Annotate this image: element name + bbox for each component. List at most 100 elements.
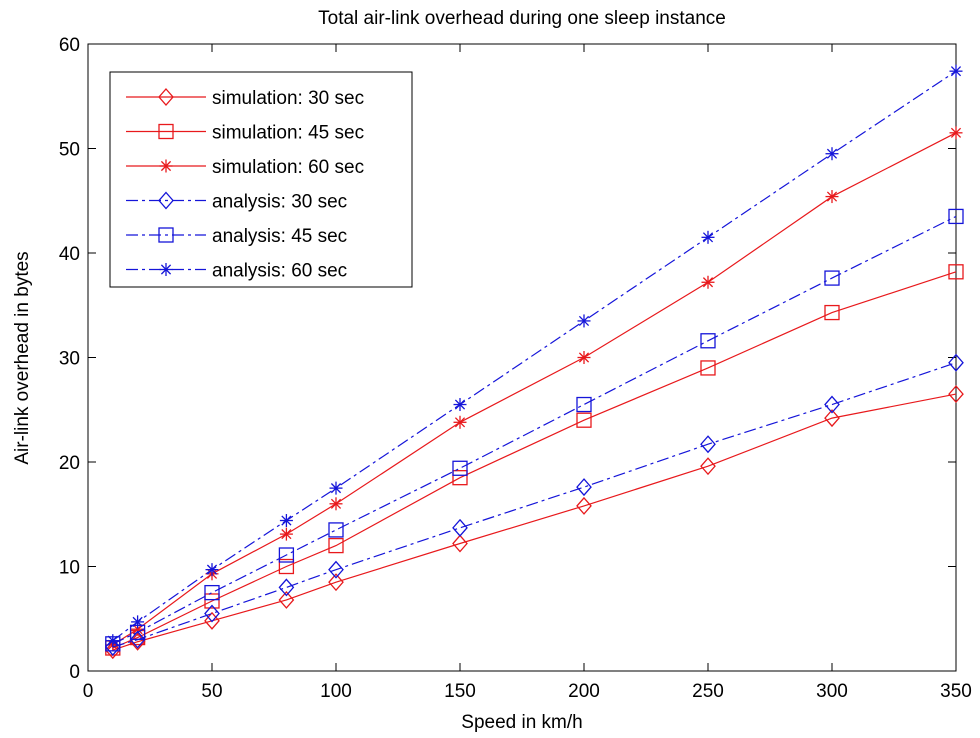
- y-tick-label: 60: [59, 35, 80, 56]
- series-line-analysis-30-sec: [112, 362, 957, 648]
- series-layer: [104, 64, 964, 660]
- data-point-analysis-45-sec: [576, 396, 592, 413]
- data-point-simulation-60-sec: [453, 415, 467, 429]
- data-point-analysis-30-sec: [204, 604, 220, 623]
- data-point-analysis-30-sec: [700, 435, 716, 454]
- data-point-simulation-45-sec: [824, 304, 840, 321]
- data-point-simulation-30-sec: [452, 534, 468, 553]
- chart-title: Total air-link overhead during one sleep…: [318, 8, 726, 29]
- legend-marker: [158, 88, 174, 106]
- legend-item-simulation-60-sec: simulation: 60 sec: [126, 157, 364, 178]
- legend-label: analysis: 45 sec: [212, 226, 347, 247]
- data-point-analysis-60-sec: [453, 398, 467, 412]
- data-point-simulation-60-sec: [577, 351, 591, 364]
- data-point-simulation-45-sec: [948, 264, 964, 280]
- legend-marker: [158, 191, 174, 210]
- data-point-analysis-60-sec: [577, 314, 591, 328]
- data-point-analysis-30-sec: [129, 630, 146, 649]
- data-point-simulation-30-sec: [948, 385, 964, 404]
- data-point-simulation-30-sec: [104, 641, 121, 660]
- legend-label: simulation: 45 sec: [212, 123, 364, 144]
- data-point-analysis-60-sec: [949, 64, 963, 78]
- y-axis-label: Air-link overhead in bytes: [12, 251, 33, 464]
- data-point-simulation-45-sec: [204, 593, 220, 609]
- y-tick-label: 50: [59, 140, 80, 161]
- data-point-analysis-60-sec: [279, 514, 293, 528]
- data-point-analysis-30-sec: [278, 578, 295, 597]
- data-point-analysis-45-sec: [452, 460, 468, 476]
- y-tick-label: 40: [59, 244, 80, 265]
- legend-item-analysis-60-sec: analysis: 60 sec: [126, 261, 347, 282]
- data-point-analysis-60-sec: [825, 147, 839, 161]
- legend-marker: [159, 263, 173, 276]
- data-point-simulation-30-sec: [278, 590, 295, 609]
- data-point-analysis-60-sec: [701, 230, 715, 244]
- data-point-simulation-30-sec: [576, 496, 592, 515]
- series-analysis-45-sec: [105, 208, 964, 652]
- x-axis-label: Speed in km/h: [461, 712, 582, 733]
- data-point-analysis-60-sec: [106, 634, 120, 648]
- data-point-simulation-60-sec: [949, 126, 963, 140]
- data-point-analysis-30-sec: [328, 560, 344, 579]
- legend-box: [109, 71, 413, 288]
- legend-marker: [158, 227, 174, 243]
- series-simulation-30-sec: [104, 385, 964, 660]
- data-point-analysis-30-sec: [452, 518, 468, 537]
- x-tick-label: 50: [201, 681, 222, 702]
- data-point-analysis-45-sec: [824, 270, 840, 286]
- data-point-analysis-30-sec: [104, 637, 121, 656]
- x-tick-label: 350: [940, 681, 972, 702]
- data-point-analysis-30-sec: [824, 395, 840, 414]
- y-tick-label: 20: [59, 453, 80, 474]
- data-point-simulation-60-sec: [825, 190, 839, 204]
- legend-item-analysis-30-sec: analysis: 30 sec: [126, 192, 347, 213]
- data-point-analysis-60-sec: [329, 481, 343, 495]
- legend-marker: [158, 123, 174, 140]
- y-tick-label: 10: [59, 558, 80, 579]
- legend-marker: [159, 159, 173, 173]
- data-point-analysis-45-sec: [700, 333, 716, 349]
- x-tick-label: 100: [320, 681, 352, 702]
- series-line-simulation-45-sec: [112, 271, 957, 649]
- data-point-analysis-45-sec: [204, 584, 220, 601]
- x-tick-label: 150: [444, 681, 476, 702]
- data-point-simulation-60-sec: [329, 497, 343, 511]
- x-tick-label: 0: [83, 681, 94, 702]
- series-line-simulation-60-sec: [112, 132, 957, 646]
- data-point-simulation-30-sec: [824, 409, 840, 428]
- series-simulation-60-sec: [106, 126, 963, 652]
- data-point-analysis-60-sec: [131, 615, 145, 629]
- y-tick-label: 0: [69, 662, 80, 683]
- data-point-analysis-45-sec: [948, 208, 964, 225]
- legend-item-simulation-30-sec: simulation: 30 sec: [126, 88, 364, 109]
- y-tick-label: 30: [59, 349, 80, 370]
- x-tick-label: 200: [568, 681, 600, 702]
- x-tick-label: 250: [692, 681, 724, 702]
- series-line-analysis-45-sec: [112, 215, 957, 645]
- data-point-simulation-60-sec: [701, 275, 715, 289]
- data-point-simulation-30-sec: [328, 573, 344, 592]
- y-axis: 0 10 20 30 40 50 60: [59, 35, 956, 683]
- series-analysis-60-sec: [106, 64, 963, 648]
- series-analysis-30-sec: [104, 353, 964, 656]
- data-point-simulation-30-sec: [700, 457, 716, 476]
- x-axis: 0 50 100 150 200 250 300 350: [83, 44, 972, 702]
- legend-label: analysis: 30 sec: [212, 192, 347, 213]
- legend-label: simulation: 30 sec: [212, 88, 364, 109]
- data-point-simulation-45-sec: [576, 412, 592, 428]
- data-point-analysis-60-sec: [205, 563, 219, 577]
- legend-item-simulation-45-sec: simulation: 45 sec: [126, 123, 364, 144]
- series-line-simulation-30-sec: [112, 393, 957, 651]
- legend: simulation: 30 sec simulation: 45 sec simu…: [109, 71, 413, 288]
- data-point-analysis-45-sec: [328, 522, 344, 538]
- series-line-analysis-60-sec: [112, 70, 957, 642]
- legend-label: analysis: 60 sec: [212, 261, 347, 282]
- data-point-simulation-45-sec: [700, 360, 716, 376]
- data-point-analysis-30-sec: [576, 478, 592, 497]
- data-point-simulation-45-sec: [452, 470, 468, 486]
- legend-label: simulation: 60 sec: [212, 157, 364, 178]
- data-point-simulation-45-sec: [328, 537, 344, 554]
- data-point-simulation-60-sec: [131, 622, 145, 636]
- data-point-analysis-45-sec: [278, 547, 295, 563]
